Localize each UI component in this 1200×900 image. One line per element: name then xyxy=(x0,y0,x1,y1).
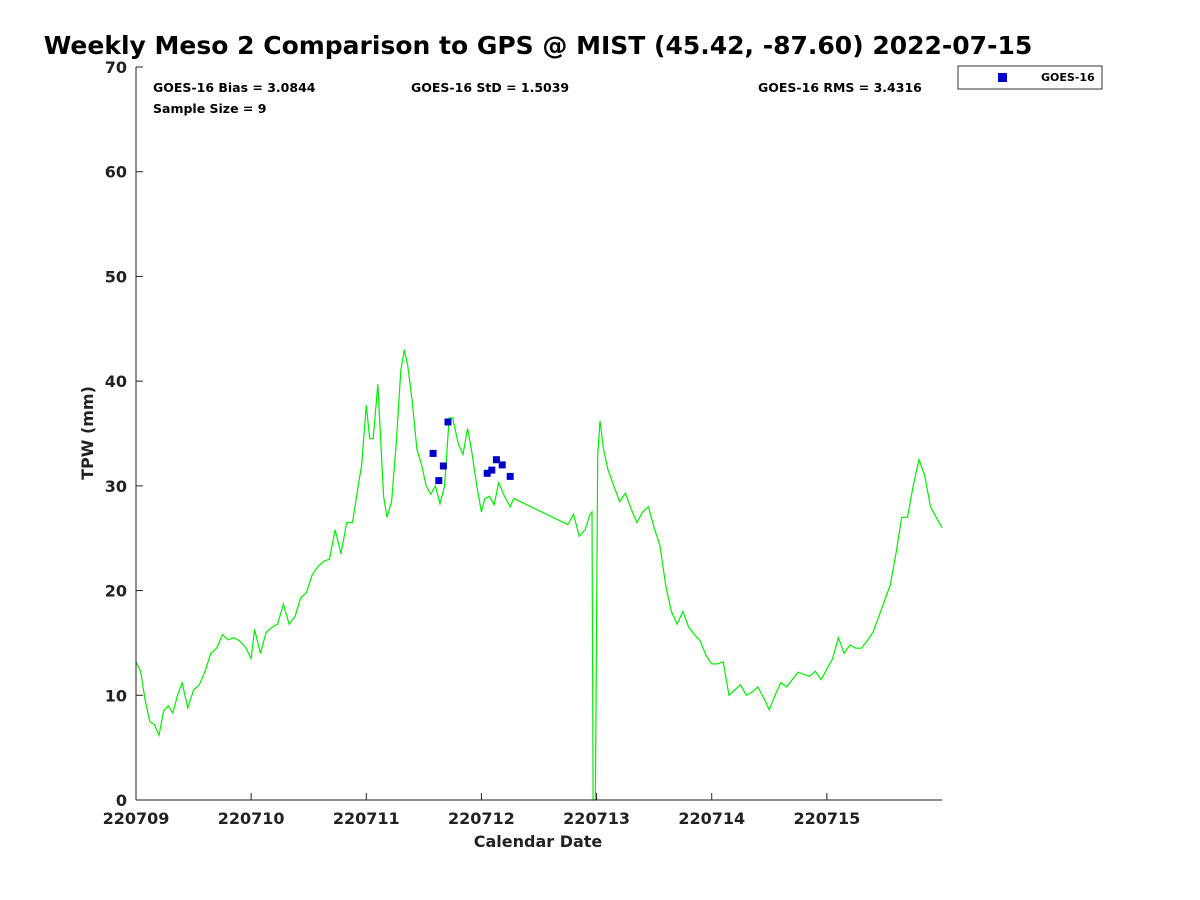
x-tick-label: 220709 xyxy=(103,809,170,828)
y-axis-label: TPW (mm) xyxy=(78,386,97,480)
goes16-point xyxy=(488,466,496,474)
x-tick-label: 220711 xyxy=(333,809,400,828)
y-tick-label: 30 xyxy=(105,477,127,496)
rms-stat: GOES-16 RMS = 3.4316 xyxy=(758,80,922,95)
x-tick-label: 220710 xyxy=(218,809,285,828)
goes16-point xyxy=(506,472,514,480)
goes16-point xyxy=(439,462,447,470)
goes16-point xyxy=(483,469,491,477)
goes16-point xyxy=(498,461,506,469)
legend-marker-goes16 xyxy=(998,73,1007,82)
bias-stat: GOES-16 Bias = 3.0844 xyxy=(153,80,316,95)
line-layer xyxy=(135,349,943,801)
y-tick-label: 40 xyxy=(105,372,127,391)
gps-tpw-line xyxy=(135,349,943,801)
legend-label-goes16: GOES-16 xyxy=(1041,71,1095,84)
x-tick-label: 220715 xyxy=(793,809,860,828)
y-tick-label: 20 xyxy=(105,582,127,601)
legend: GOES-16 xyxy=(957,65,1103,90)
y-ticks: 0 10 20 30 40 50 60 70 xyxy=(105,58,143,810)
x-ticks: 220709 220710 220711 220712 220713 220714 2207… xyxy=(103,793,860,828)
x-axis-label: Calendar Date xyxy=(474,832,603,851)
goes16-point xyxy=(429,449,437,457)
y-tick-label: 0 xyxy=(116,791,127,810)
x-tick-label: 220712 xyxy=(448,809,515,828)
sample-size-stat: Sample Size = 9 xyxy=(153,101,266,116)
y-tick-label: 70 xyxy=(105,58,127,77)
x-tick-label: 220714 xyxy=(678,809,745,828)
chart-title: Weekly Meso 2 Comparison to GPS @ MIST (… xyxy=(44,31,1033,60)
goes16-point xyxy=(444,418,452,426)
goes16-point xyxy=(492,456,500,464)
point-layer xyxy=(429,418,514,485)
y-tick-label: 60 xyxy=(105,163,127,182)
std-stat: GOES-16 StD = 1.5039 xyxy=(411,80,569,95)
legend-box xyxy=(957,65,1103,90)
y-tick-label: 50 xyxy=(105,267,127,286)
plot-area xyxy=(136,67,942,800)
y-tick-label: 10 xyxy=(105,686,127,705)
goes16-point xyxy=(435,477,443,485)
x-tick-label: 220713 xyxy=(563,809,630,828)
